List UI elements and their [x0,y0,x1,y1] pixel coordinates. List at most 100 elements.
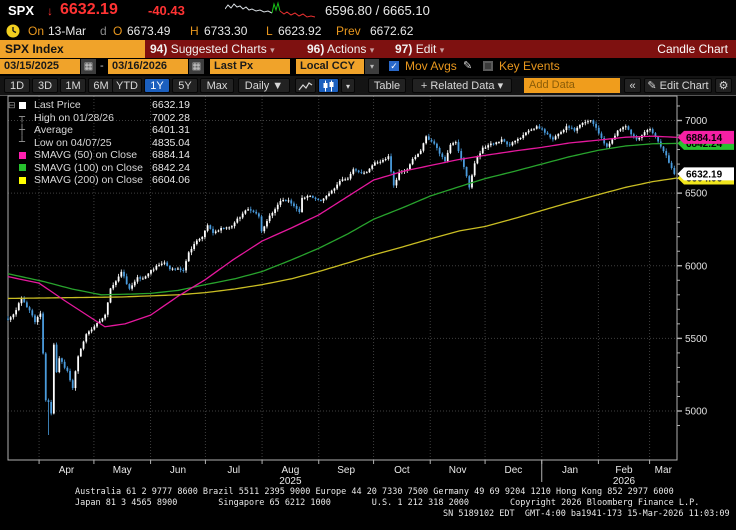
legend-row: SMAVG (100) on Close 6842.24 [8,162,190,175]
candle-chart-icon[interactable] [318,78,339,93]
terminal-footer: Australia 61 2 9777 8600 Brazil 5511 239… [0,487,736,530]
date-to-input[interactable]: 03/16/2026 [108,59,188,74]
range-button-ytd[interactable]: YTD [112,78,142,93]
line-chart-icon[interactable] [295,78,316,93]
range-button-max[interactable]: Max [200,78,234,93]
x-axis-month-label: Jun [170,465,186,476]
clock-icon[interactable] [6,24,20,38]
prev-value: 6672.62 [370,24,414,38]
legend-value: 6632.19 [152,99,190,112]
gear-icon[interactable]: ⚙ [715,78,732,93]
legend-row: ⊟ Last Price 6632.19 [8,99,190,112]
legend-label: High on 01/28/26 [34,111,114,124]
x-axis-month-label: Jul [227,465,240,476]
chevron-down-icon[interactable]: ▾ [365,59,379,74]
bid-ask: 6596.80 / 6665.10 [325,3,430,18]
calendar-icon[interactable]: ▦ [81,59,96,74]
range-button-1d[interactable]: 1D [4,78,30,93]
low-label: L [266,24,273,38]
security-input[interactable]: SPX Index [0,40,145,58]
menu-suggested-charts[interactable]: 94) Suggested Charts ▾ [150,42,275,56]
chevron-down-icon: ▾ [270,45,275,55]
svg-text:6842.24: 6842.24 [686,139,723,150]
collapse-button[interactable]: « [624,78,641,93]
x-axis-month-label: Nov [449,465,467,476]
function-title: Candle Chart [657,42,728,56]
on-label: On [28,24,45,38]
calendar-icon[interactable]: ▦ [189,59,204,74]
menu-edit[interactable]: 97) Edit ▾ [395,42,445,56]
low-value: 6623.92 [278,24,322,38]
open-value: 6673.49 [127,24,171,38]
chart-type-dropdown-icon[interactable]: ▾ [341,78,355,93]
y-axis-label: 5500 [685,334,708,345]
range-button-1m[interactable]: 1M [60,78,86,93]
session-row: On 13-Mar d O 6673.49 H 6733.30 L 6623.9… [0,22,736,40]
legend-marker-icon: ┼ [19,124,26,136]
date-from-input[interactable]: 03/15/2025 [0,59,80,74]
footer-session-info: SN 5189102 EDT GMT-4:00 ba1941-173 15-Ma… [443,509,730,519]
axis-price-tag: 6632.19 [677,167,734,181]
session-date: 13-Mar [48,24,87,38]
x-axis-year-label: 2026 [613,476,636,487]
prev-label: Prev [336,24,361,38]
x-axis-month-label: Jan [562,465,578,476]
legend-label: Average [34,124,73,137]
range-button-1y[interactable]: 1Y [144,78,170,93]
legend-marker-icon [19,176,34,184]
ticker-symbol: SPX [8,3,35,18]
candle-chart-canvas[interactable]: 5000 5500 6000 6500 7000 Apr May Jun Jul Aug Sep Oc… [0,95,736,487]
x-axis-month-label: May [113,465,132,476]
legend-value: 7002.28 [152,111,190,124]
mov-avgs-checkbox[interactable]: ✓ [388,60,400,72]
last-price: 6632.19 [60,1,118,18]
date-range-dash: - [100,60,104,72]
x-axis-year-label: 2025 [279,476,302,487]
price-chart[interactable]: 5000 5500 6000 6500 7000 Apr May Jun Jul Aug Sep Oc… [0,95,736,487]
legend-row: ┴ Low on 04/07/25 4835.04 [8,137,190,150]
table-button[interactable]: Table [368,78,406,93]
range-button-3d[interactable]: 3D [32,78,58,93]
footer-contacts-1: Australia 61 2 9777 8600 Brazil 5511 239… [75,487,674,497]
legend-collapse-icon[interactable]: ⊟ [8,99,16,110]
legend-row: SMAVG (50) on Close 6884.14 [8,149,190,162]
legend-marker-icon: ┬ [19,112,26,124]
down-arrow-icon: ↓ [47,4,53,18]
x-axis-month-label: Oct [394,465,410,476]
x-axis-month-label: Aug [282,465,300,476]
legend-value: 6604.06 [152,174,190,187]
high-value: 6733.30 [204,24,248,38]
edit-chart-button[interactable]: ✎ Edit Chart [644,78,712,93]
mov-avgs-label[interactable]: Mov Avgs [405,59,457,73]
open-label: O [113,24,123,38]
y-axis-label: 7000 [685,116,708,127]
chart-legend: ⊟ Last Price 6632.19 ┬ High on 01/28/26 7002.… [8,99,190,187]
edit-pencil-icon[interactable]: ✎ [463,60,473,72]
range-button-6m[interactable]: 6M [88,78,114,93]
currency-select[interactable]: Local CCY [296,59,364,74]
frequency-select[interactable]: Daily ▼ [238,78,290,93]
add-data-input[interactable]: Add Data [524,78,620,93]
field-select[interactable]: Last Px [210,59,290,74]
range-button-5y[interactable]: 5Y [172,78,198,93]
chart-toolbar: 1D 3D 1M 6M YTD 1Y 5Y Max Daily ▼ ▾ Table + Rel… [0,76,736,96]
intraday-sparkline [225,1,316,18]
chevron-down-icon: ▾ [369,45,375,55]
legend-label: SMAVG (100) on Close [34,161,143,174]
x-axis-month-label: Dec [505,465,523,476]
legend-marker-icon [19,101,34,109]
legend-label: SMAVG (200) on Close [34,174,143,187]
menu-bar: SPX Index 94) Suggested Charts ▾ 96) Act… [0,40,736,58]
frequency-flag: d [100,24,107,38]
related-data-button[interactable]: + Related Data ▾ [412,78,512,93]
legend-label: Last Price [34,99,81,112]
key-events-checkbox[interactable] [482,60,494,72]
x-axis-month-label: Apr [59,465,75,476]
legend-value: 4835.04 [152,136,190,149]
chevron-down-icon: ▾ [439,45,445,55]
legend-value: 6401.31 [152,124,190,137]
menu-actions[interactable]: 96) Actions ▾ [307,42,375,56]
legend-value: 6842.24 [152,161,190,174]
key-events-label[interactable]: Key Events [499,59,560,73]
